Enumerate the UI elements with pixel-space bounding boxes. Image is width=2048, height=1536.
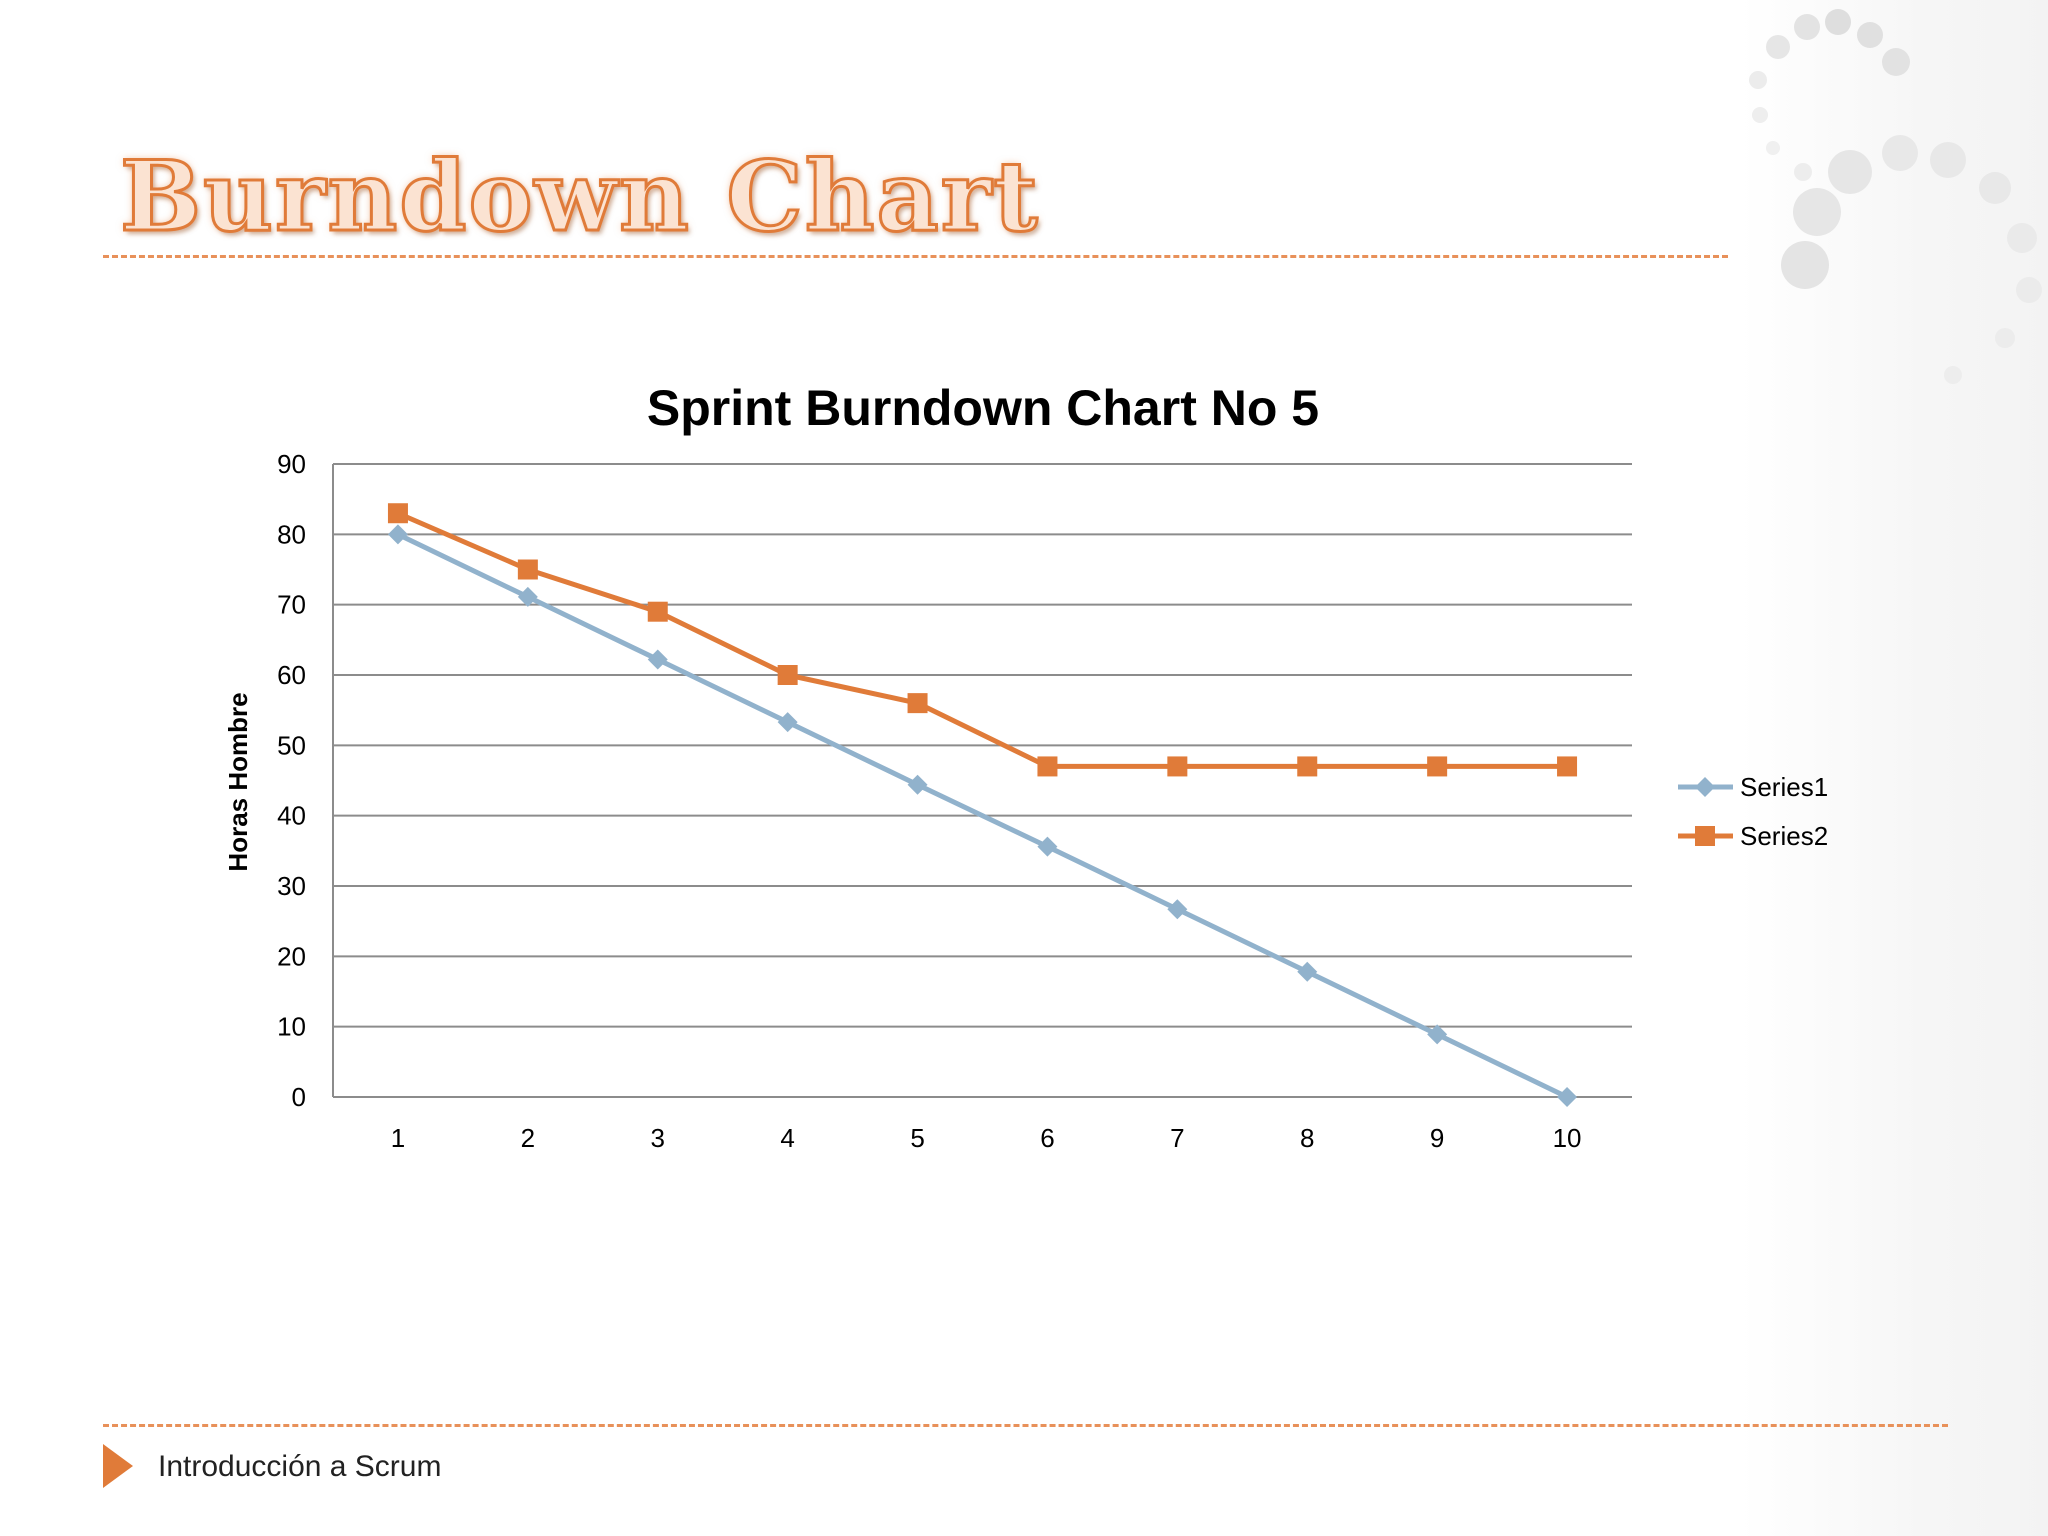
y-tick-label-0: 0 bbox=[292, 1082, 306, 1112]
footer-divider bbox=[103, 1424, 1948, 1427]
y-tick-labels: 0 10 20 30 40 50 60 70 80 90 bbox=[277, 449, 306, 1112]
legend: Series1 Series2 bbox=[1678, 772, 1828, 851]
series-1-point-2 bbox=[517, 586, 538, 607]
y-tick-label-40: 40 bbox=[277, 801, 306, 831]
series-2-point-1 bbox=[387, 503, 408, 524]
x-tick-label-7: 7 bbox=[1170, 1123, 1184, 1153]
chart-title: Sprint Burndown Chart No 5 bbox=[647, 380, 1319, 436]
legend-marker-1 bbox=[1695, 777, 1715, 797]
series-1-line bbox=[396, 532, 1569, 1100]
y-tick-label-70: 70 bbox=[277, 590, 306, 620]
series-2-point-9 bbox=[1427, 756, 1448, 777]
series-1-point-3 bbox=[647, 649, 668, 670]
series-2-point-4 bbox=[777, 665, 798, 685]
y-tick-label-50: 50 bbox=[277, 730, 306, 760]
series-2-point-2 bbox=[517, 559, 538, 580]
x-tick-label-3: 3 bbox=[651, 1123, 665, 1153]
x-tick-label-1: 1 bbox=[391, 1123, 405, 1153]
y-tick-label-90: 90 bbox=[277, 449, 306, 479]
series-1-point-5 bbox=[907, 774, 928, 795]
series-2-point-10 bbox=[1557, 756, 1578, 777]
x-tick-label-10: 10 bbox=[1553, 1123, 1582, 1153]
series-1-point-7 bbox=[1167, 899, 1188, 920]
x-tick-labels: 1 2 3 4 5 6 7 8 9 10 bbox=[391, 1123, 1582, 1153]
series-1-point-4 bbox=[777, 712, 798, 733]
series-2-point-8 bbox=[1297, 756, 1318, 777]
x-tick-label-6: 6 bbox=[1040, 1123, 1054, 1153]
decorative-panel bbox=[1740, 0, 2048, 1536]
x-tick-label-8: 8 bbox=[1300, 1123, 1314, 1153]
y-tick-label-60: 60 bbox=[277, 660, 306, 690]
y-tick-label-80: 80 bbox=[277, 519, 306, 549]
series-2-line bbox=[396, 510, 1568, 769]
series-1-point-1 bbox=[387, 524, 408, 545]
series-1-point-9 bbox=[1427, 1024, 1448, 1045]
y-tick-label-20: 20 bbox=[277, 941, 306, 971]
series-1-point-6 bbox=[1037, 836, 1058, 857]
legend-label-2: Series2 bbox=[1740, 821, 1828, 851]
x-tick-label-9: 9 bbox=[1430, 1123, 1444, 1153]
series-2-point-5 bbox=[907, 693, 928, 714]
dots-decoration bbox=[1749, 9, 2042, 384]
legend-marker-2 bbox=[1695, 826, 1715, 846]
legend-label-1: Series1 bbox=[1740, 772, 1828, 802]
gridlines bbox=[332, 463, 1632, 1098]
series-2 bbox=[387, 503, 1578, 777]
series-2-point-7 bbox=[1167, 756, 1188, 777]
footer-text: Introducción a Scrum bbox=[158, 1450, 442, 1483]
x-tick-label-2: 2 bbox=[521, 1123, 535, 1153]
series-1-point-8 bbox=[1297, 961, 1318, 982]
y-axis-label: Horas Hombre bbox=[223, 692, 253, 871]
y-tick-label-30: 30 bbox=[277, 871, 306, 901]
title-divider bbox=[103, 255, 1728, 258]
x-tick-label-5: 5 bbox=[910, 1123, 924, 1153]
slide-title: Burndown Chart bbox=[119, 139, 1040, 255]
series-2-point-6 bbox=[1037, 756, 1058, 777]
series-lines bbox=[387, 503, 1578, 1107]
x-tick-label-4: 4 bbox=[780, 1123, 794, 1153]
series-2-point-3 bbox=[647, 601, 668, 622]
series-1-point-10 bbox=[1557, 1087, 1578, 1107]
series-1 bbox=[387, 524, 1578, 1107]
footer-arrow-icon bbox=[103, 1444, 133, 1488]
y-tick-label-10: 10 bbox=[277, 1012, 306, 1042]
